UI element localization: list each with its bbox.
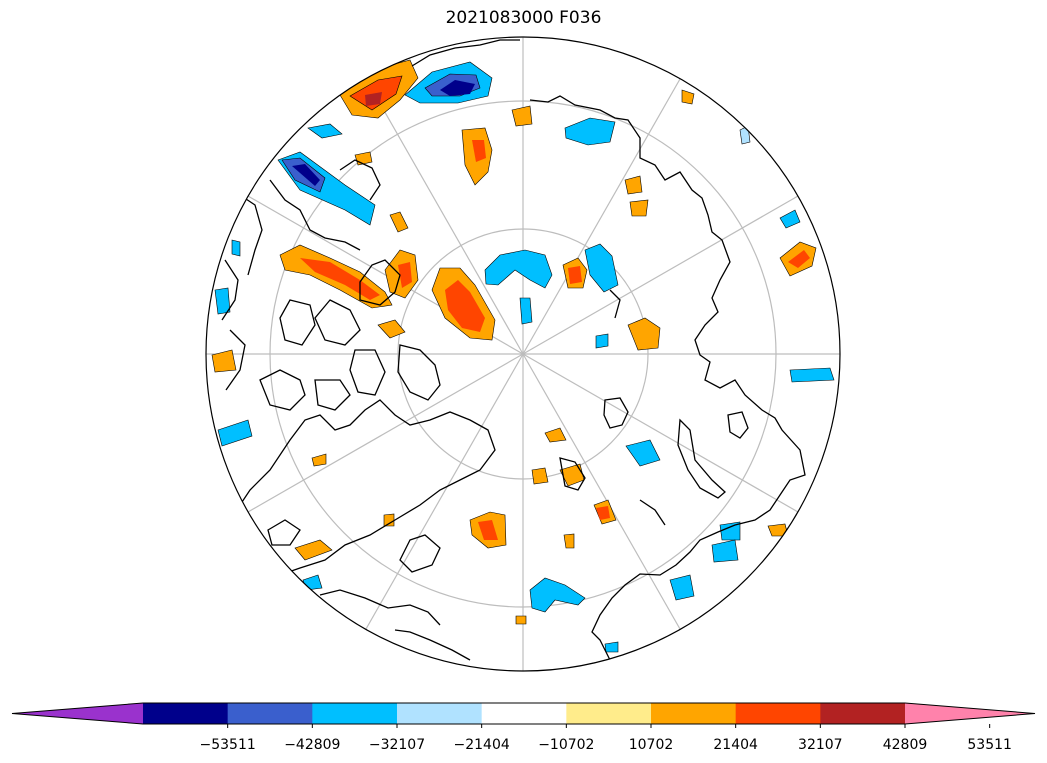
map-title: 2021083000 F036 (445, 8, 602, 28)
anomaly-fills (211, 59, 835, 653)
colorbar: −53511 −42809 −32107 −21404 −10702 10702 21404… (11, 702, 1036, 753)
coastlines (221, 39, 806, 665)
colorbar-tick-label: 32107 (798, 737, 843, 753)
colorbar-segment (312, 703, 398, 724)
colorbar-extend-low (12, 703, 143, 724)
colorbar-tick-label: −21404 (454, 737, 510, 753)
colorbar-tick-label: 53511 (967, 737, 1012, 753)
colorbar-segment (397, 703, 483, 724)
colorbar-segment (820, 703, 906, 724)
colorbar-tick-label: −10702 (538, 737, 594, 753)
colorbar-segment (566, 703, 652, 724)
colorbar-outline (11, 702, 1036, 725)
colorbar-segment (143, 703, 229, 724)
colorbar-extend-high (905, 703, 1035, 724)
colorbar-segment (651, 703, 737, 724)
map-disc (206, 37, 840, 671)
colorbar-tick-label: 10702 (629, 737, 674, 753)
colorbar-segment (227, 703, 313, 724)
colorbar-tick-label: −53511 (200, 737, 256, 753)
colorbar-segment (735, 703, 821, 724)
colorbar-tick-label: 21404 (713, 737, 758, 753)
colorbar-tick-label: −42809 (284, 737, 340, 753)
colorbar-tick-label: −32107 (369, 737, 425, 753)
colorbar-tick-label: 42809 (883, 737, 928, 753)
colorbar-segment (481, 703, 567, 724)
map-border (205, 36, 841, 672)
